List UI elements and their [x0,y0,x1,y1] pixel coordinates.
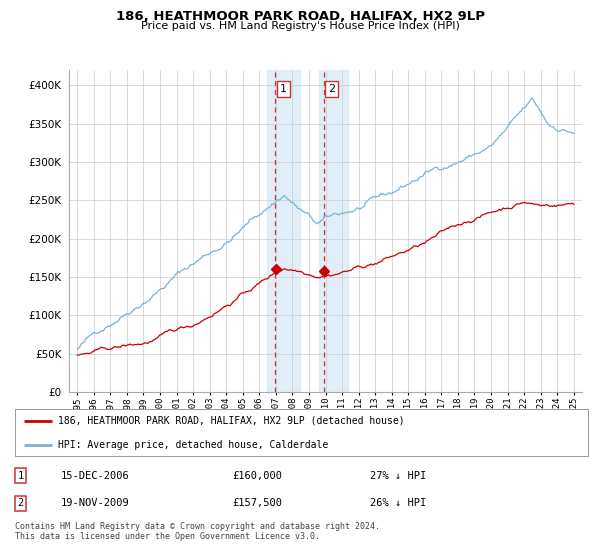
Text: 1: 1 [17,470,24,480]
Text: 2: 2 [17,498,24,508]
Text: 27% ↓ HPI: 27% ↓ HPI [370,470,427,480]
Bar [319,70,349,392]
Text: 2: 2 [328,84,335,94]
Bar [267,70,300,392]
Text: £160,000: £160,000 [233,470,283,480]
Text: Price paid vs. HM Land Registry's House Price Index (HPI): Price paid vs. HM Land Registry's House … [140,21,460,31]
Text: HPI: Average price, detached house, Calderdale: HPI: Average price, detached house, Cald… [58,440,328,450]
Text: 26% ↓ HPI: 26% ↓ HPI [370,498,427,508]
Text: £157,500: £157,500 [233,498,283,508]
Bar [574,70,590,392]
Text: 1: 1 [280,84,287,94]
Text: Contains HM Land Registry data © Crown copyright and database right 2024.
This d: Contains HM Land Registry data © Crown c… [15,522,380,542]
Text: 15-DEC-2006: 15-DEC-2006 [61,470,130,480]
Text: 186, HEATHMOOR PARK ROAD, HALIFAX, HX2 9LP: 186, HEATHMOOR PARK ROAD, HALIFAX, HX2 9… [115,10,485,23]
Text: 186, HEATHMOOR PARK ROAD, HALIFAX, HX2 9LP (detached house): 186, HEATHMOOR PARK ROAD, HALIFAX, HX2 9… [58,416,404,426]
Text: 19-NOV-2009: 19-NOV-2009 [61,498,130,508]
